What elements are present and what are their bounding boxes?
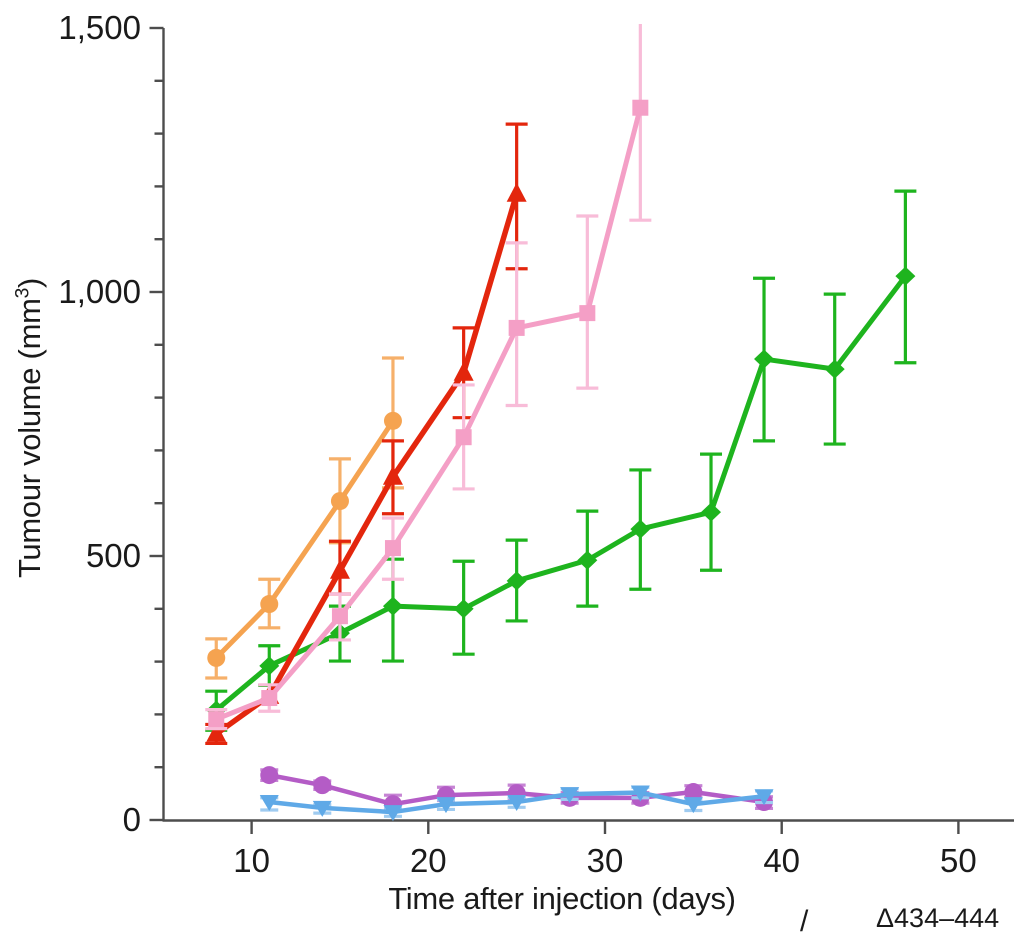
data-point-marker xyxy=(701,503,721,522)
x-tick-label: 40 xyxy=(763,842,800,879)
x-axis-title: Time after injection (days) xyxy=(388,881,735,917)
data-point-marker xyxy=(454,362,474,381)
x-tick-label: 10 xyxy=(233,842,270,879)
x-tick-label: 50 xyxy=(940,842,977,879)
data-point-marker xyxy=(754,350,774,369)
y-tick-label: 1,500 xyxy=(58,9,141,46)
data-point-marker xyxy=(507,571,527,590)
y-axis-title-superscript: 3 xyxy=(13,288,34,298)
y-tick-label: 0 xyxy=(123,801,141,838)
data-point-marker xyxy=(313,776,331,794)
data-point-marker xyxy=(261,690,277,706)
data-point-marker xyxy=(331,492,349,510)
series-line-green-diamond xyxy=(216,276,905,710)
series-pink-square xyxy=(205,23,651,728)
x-tick-label: 20 xyxy=(410,842,447,879)
data-point-marker xyxy=(383,597,403,616)
data-point-marker xyxy=(509,320,525,336)
legend-fragment-slash: / xyxy=(800,905,808,939)
error-bars-red-triangle xyxy=(205,124,527,743)
data-point-marker xyxy=(456,429,472,445)
data-point-marker xyxy=(384,412,402,430)
y-axis-title-text: Tumour volume (mm xyxy=(12,298,47,578)
axes xyxy=(150,28,1014,834)
error-bars-pink-square xyxy=(205,23,651,728)
data-point-marker xyxy=(632,100,648,116)
data-point-marker xyxy=(507,183,527,202)
data-point-marker xyxy=(385,540,401,556)
x-tick-label: 30 xyxy=(587,842,624,879)
data-point-marker xyxy=(332,608,348,624)
y-axis-title-suffix: ) xyxy=(12,278,47,288)
data-point-marker xyxy=(207,649,225,667)
y-tick-label: 1,000 xyxy=(58,273,141,310)
legend-fragment-text: Δ434–444 xyxy=(876,903,999,934)
y-tick-label: 500 xyxy=(86,537,141,574)
data-point-marker xyxy=(260,595,278,613)
y-axis-title: Tumour volume (mm3) xyxy=(12,278,48,578)
data-point-marker xyxy=(579,305,595,321)
data-point-marker xyxy=(260,766,278,784)
data-point-marker xyxy=(454,599,474,618)
series-red-triangle xyxy=(205,124,527,743)
data-point-marker xyxy=(208,711,224,727)
